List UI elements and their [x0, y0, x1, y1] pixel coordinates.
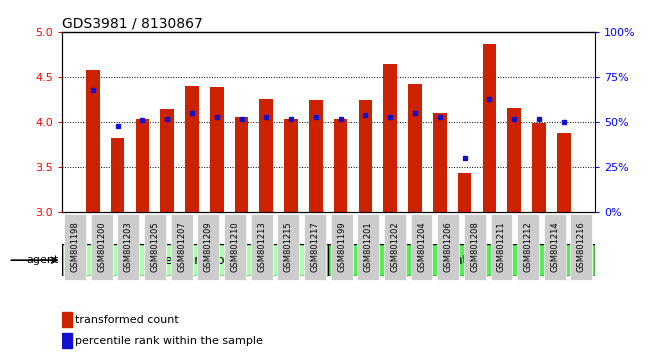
FancyBboxPatch shape — [331, 214, 352, 280]
FancyBboxPatch shape — [464, 214, 486, 280]
Text: GSM801209: GSM801209 — [204, 222, 213, 272]
FancyBboxPatch shape — [91, 214, 112, 280]
Text: GSM801204: GSM801204 — [417, 222, 426, 272]
FancyBboxPatch shape — [171, 214, 192, 280]
FancyBboxPatch shape — [358, 214, 379, 280]
Text: control: control — [440, 254, 483, 267]
Bar — [334, 119, 348, 212]
FancyBboxPatch shape — [224, 214, 246, 280]
Bar — [532, 123, 546, 212]
Text: transformed count: transformed count — [75, 315, 179, 325]
Bar — [86, 70, 99, 212]
Text: GSM801205: GSM801205 — [151, 222, 159, 272]
FancyBboxPatch shape — [544, 214, 566, 280]
Bar — [557, 133, 571, 212]
Text: GSM801208: GSM801208 — [471, 222, 479, 272]
FancyBboxPatch shape — [517, 214, 539, 280]
Text: GDS3981 / 8130867: GDS3981 / 8130867 — [62, 17, 203, 31]
Text: GSM801202: GSM801202 — [391, 222, 399, 272]
FancyBboxPatch shape — [437, 214, 459, 280]
Text: GSM801206: GSM801206 — [444, 222, 452, 272]
Bar — [482, 44, 496, 212]
Bar — [62, 312, 72, 327]
Bar — [507, 108, 521, 212]
Bar — [62, 333, 72, 348]
Text: resveratrol: resveratrol — [161, 254, 229, 267]
FancyBboxPatch shape — [251, 214, 272, 280]
Text: GSM801203: GSM801203 — [124, 222, 133, 272]
Bar — [136, 119, 150, 212]
Text: percentile rank within the sample: percentile rank within the sample — [75, 336, 263, 346]
Text: GSM801215: GSM801215 — [284, 222, 292, 272]
FancyBboxPatch shape — [411, 214, 432, 280]
Bar — [458, 173, 471, 212]
Text: GSM801216: GSM801216 — [577, 222, 586, 272]
FancyBboxPatch shape — [118, 214, 139, 280]
Bar — [384, 64, 397, 212]
FancyBboxPatch shape — [571, 214, 592, 280]
FancyBboxPatch shape — [491, 214, 512, 280]
Bar — [111, 138, 124, 212]
Text: GSM801207: GSM801207 — [177, 222, 186, 272]
Text: GSM801217: GSM801217 — [311, 222, 319, 272]
Bar — [408, 84, 422, 212]
FancyBboxPatch shape — [384, 214, 406, 280]
Text: GSM801210: GSM801210 — [231, 222, 239, 272]
Bar — [235, 117, 248, 212]
Text: GSM801198: GSM801198 — [71, 222, 79, 272]
Text: GSM801212: GSM801212 — [524, 222, 532, 272]
Text: GSM801211: GSM801211 — [497, 222, 506, 272]
Bar — [433, 113, 447, 212]
Text: GSM801214: GSM801214 — [551, 222, 559, 272]
FancyBboxPatch shape — [278, 214, 299, 280]
Bar — [259, 99, 273, 212]
Bar — [161, 109, 174, 212]
Text: GSM801199: GSM801199 — [337, 222, 346, 272]
Text: GSM801200: GSM801200 — [98, 222, 106, 272]
FancyBboxPatch shape — [304, 214, 326, 280]
Text: agent: agent — [26, 255, 58, 265]
Bar — [210, 87, 224, 212]
FancyBboxPatch shape — [328, 244, 595, 276]
FancyBboxPatch shape — [198, 214, 219, 280]
Bar — [185, 86, 199, 212]
Bar — [309, 99, 322, 212]
Bar — [359, 99, 372, 212]
FancyBboxPatch shape — [62, 244, 328, 276]
FancyBboxPatch shape — [144, 214, 166, 280]
Text: GSM801213: GSM801213 — [257, 222, 266, 272]
Bar — [284, 119, 298, 212]
Text: GSM801201: GSM801201 — [364, 222, 372, 272]
FancyBboxPatch shape — [64, 214, 86, 280]
